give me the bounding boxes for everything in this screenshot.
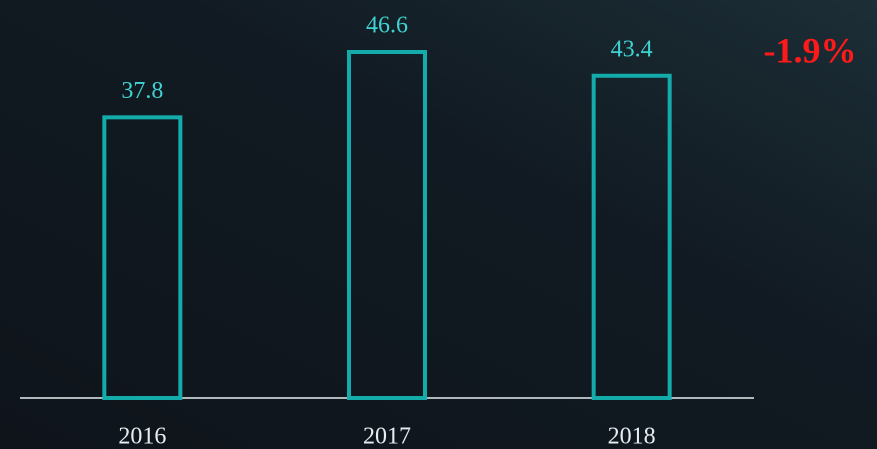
x-tick-label: 2018 bbox=[608, 424, 656, 449]
x-tick-label: 2016 bbox=[118, 424, 166, 449]
bar bbox=[102, 115, 183, 401]
annotation: -1.9% bbox=[764, 30, 857, 70]
bar bbox=[591, 73, 672, 401]
value-label: 37.8 bbox=[121, 78, 163, 104]
x-tick-label: 2017 bbox=[363, 424, 411, 449]
bar bbox=[347, 50, 427, 400]
value-label: 46.6 bbox=[366, 13, 408, 39]
value-label: 43.4 bbox=[611, 36, 653, 62]
